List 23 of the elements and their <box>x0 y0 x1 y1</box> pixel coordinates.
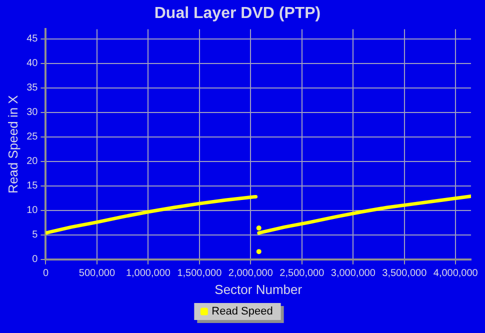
x-tick-label: 3,500,000 <box>382 268 428 280</box>
x-tick-label: 2,500,000 <box>280 268 325 280</box>
y-tick-label: 5 <box>32 230 38 241</box>
x-tick-label: 3,000,000 <box>330 268 376 280</box>
y-tick-label: 45 <box>26 34 38 45</box>
y-tick-label: 15 <box>26 180 38 192</box>
chart-title: Dual Layer DVD (PTP) <box>154 5 321 22</box>
y-tick-label: 35 <box>26 82 38 94</box>
y-tick-label: 30 <box>26 107 38 118</box>
x-tick-label: 0 <box>42 268 49 280</box>
y-tick-label: 0 <box>32 254 38 266</box>
y-axis-title: Read Speed in X <box>5 94 20 194</box>
y-tick-label: 20 <box>26 156 38 168</box>
x-tick-label: 2,000,000 <box>228 268 274 280</box>
x-tick-label: 4,000,000 <box>433 268 478 280</box>
x-tick-label: 1,000,000 <box>126 268 171 280</box>
legend-label: Read Speed <box>212 306 273 318</box>
y-tick-label: 10 <box>26 205 38 216</box>
x-tick-label: 1,500,000 <box>177 268 222 280</box>
x-tick-label: 500,000 <box>78 268 116 280</box>
y-tick-label: 40 <box>26 58 38 70</box>
y-tick-label: 25 <box>26 132 38 143</box>
x-axis-title: Sector Number <box>214 282 303 297</box>
